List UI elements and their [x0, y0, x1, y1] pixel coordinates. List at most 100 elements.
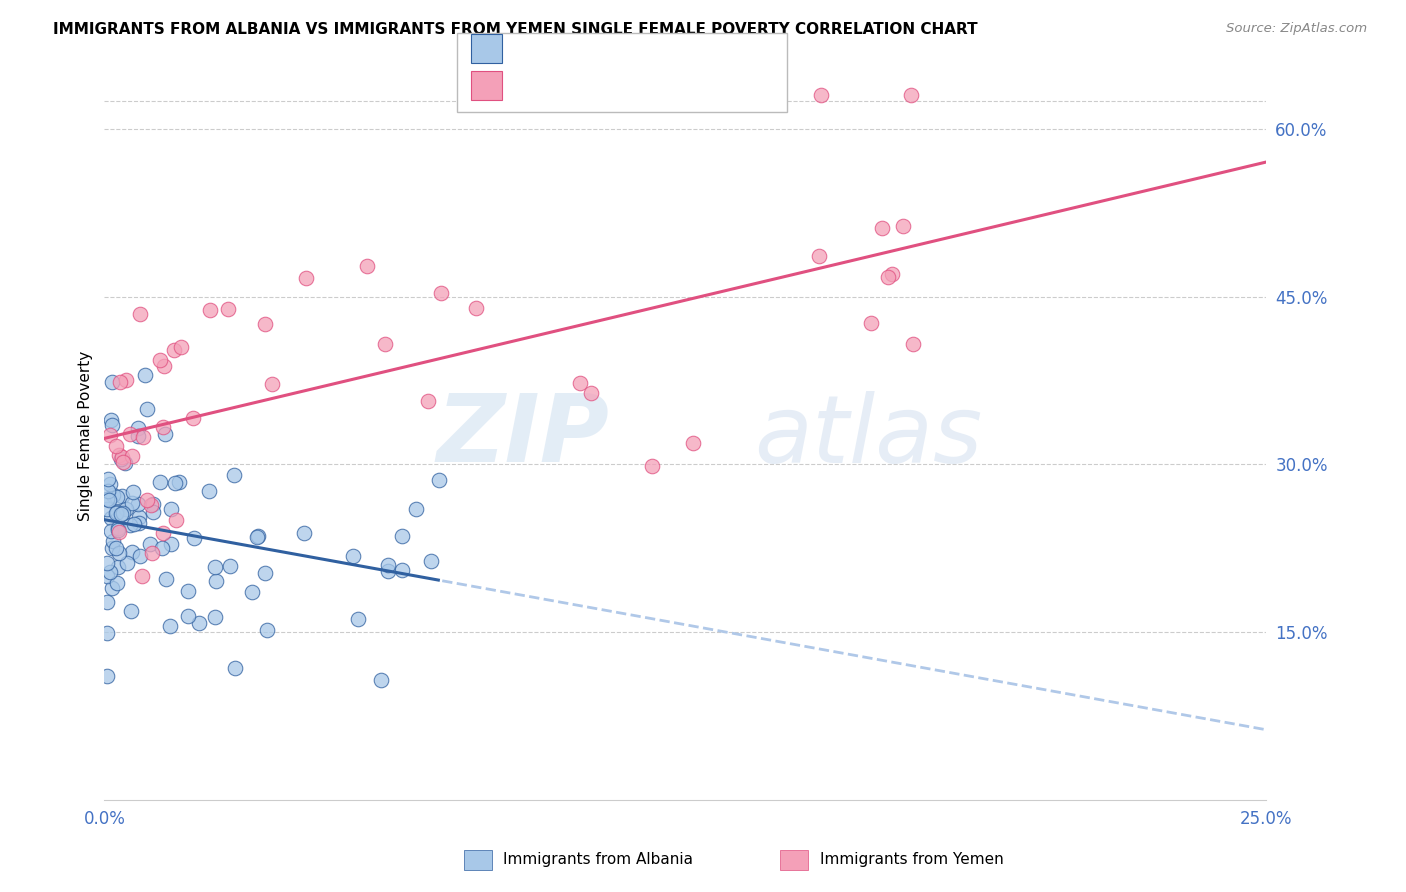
Point — [141, 546, 163, 560]
Point — [377, 565, 399, 579]
Point — [374, 336, 396, 351]
Point — [877, 270, 900, 285]
Point — [155, 572, 177, 586]
Point — [152, 419, 174, 434]
Point — [105, 439, 128, 453]
Text: 47: 47 — [671, 77, 695, 95]
Point — [98, 428, 121, 442]
Point — [105, 575, 128, 590]
Point — [391, 529, 413, 543]
Point — [294, 270, 316, 285]
Point — [860, 316, 883, 330]
Point — [128, 510, 150, 524]
Point — [204, 560, 226, 574]
Point — [118, 518, 141, 533]
Point — [356, 260, 378, 274]
Point — [107, 521, 129, 535]
Point — [103, 488, 125, 502]
Point — [254, 317, 277, 331]
Text: atlas: atlas — [755, 391, 983, 482]
Point — [100, 413, 122, 427]
Point — [132, 430, 155, 444]
Point — [427, 474, 450, 488]
Point — [370, 673, 392, 687]
Point — [810, 88, 832, 103]
Point — [224, 468, 246, 483]
Point — [152, 526, 174, 541]
Point — [118, 426, 141, 441]
Point — [150, 541, 173, 556]
Point — [245, 530, 267, 544]
Point — [204, 610, 226, 624]
Point — [129, 307, 152, 321]
Point — [429, 285, 451, 300]
Point — [347, 612, 370, 626]
Point — [127, 429, 149, 443]
Point — [218, 558, 240, 573]
Point — [107, 560, 129, 574]
Point — [97, 472, 120, 486]
Point — [903, 337, 925, 351]
Point — [101, 375, 124, 389]
Point — [292, 526, 315, 541]
Point — [418, 393, 440, 408]
Point — [149, 475, 172, 489]
Point — [256, 623, 278, 637]
Point — [153, 359, 176, 373]
Point — [641, 458, 664, 473]
Point — [110, 452, 132, 467]
Point — [183, 531, 205, 545]
Point — [98, 566, 121, 580]
Point — [110, 450, 132, 464]
Point — [181, 411, 204, 425]
Point — [96, 569, 118, 583]
Point — [105, 491, 128, 505]
Point — [197, 483, 219, 498]
Point — [115, 556, 138, 570]
Point — [128, 549, 150, 563]
Point — [420, 554, 443, 568]
Point — [96, 595, 118, 609]
Point — [405, 502, 427, 516]
Point — [131, 569, 153, 583]
Point — [167, 475, 190, 489]
Text: N =: N = — [633, 39, 669, 58]
Point — [96, 557, 118, 571]
Point — [391, 563, 413, 577]
Point — [808, 249, 831, 263]
Point — [127, 497, 149, 511]
Point — [254, 566, 277, 580]
Point — [111, 455, 134, 469]
Point — [217, 302, 239, 317]
Point — [120, 604, 142, 618]
Point — [165, 513, 187, 527]
Text: Immigrants from Yemen: Immigrants from Yemen — [820, 853, 1004, 867]
Point — [128, 516, 150, 530]
Point — [188, 616, 211, 631]
Point — [98, 492, 121, 507]
Point — [163, 476, 186, 491]
Point — [134, 368, 156, 382]
Point — [100, 511, 122, 525]
Text: IMMIGRANTS FROM ALBANIA VS IMMIGRANTS FROM YEMEN SINGLE FEMALE POVERTY CORRELATI: IMMIGRANTS FROM ALBANIA VS IMMIGRANTS FR… — [53, 22, 979, 37]
Point — [141, 498, 163, 512]
Point — [377, 558, 399, 572]
Point — [177, 583, 200, 598]
Point — [136, 492, 159, 507]
Point — [205, 574, 228, 588]
Point — [101, 581, 124, 595]
Point — [108, 375, 131, 389]
Point — [114, 456, 136, 470]
Point — [142, 505, 165, 519]
Point — [464, 301, 486, 315]
Point — [122, 485, 145, 500]
Point — [98, 477, 121, 491]
Point — [224, 661, 246, 675]
Point — [163, 343, 186, 357]
Point — [121, 449, 143, 463]
Point — [682, 436, 704, 450]
Point — [149, 352, 172, 367]
Point — [870, 221, 893, 235]
Point — [142, 497, 165, 511]
Point — [107, 523, 129, 537]
